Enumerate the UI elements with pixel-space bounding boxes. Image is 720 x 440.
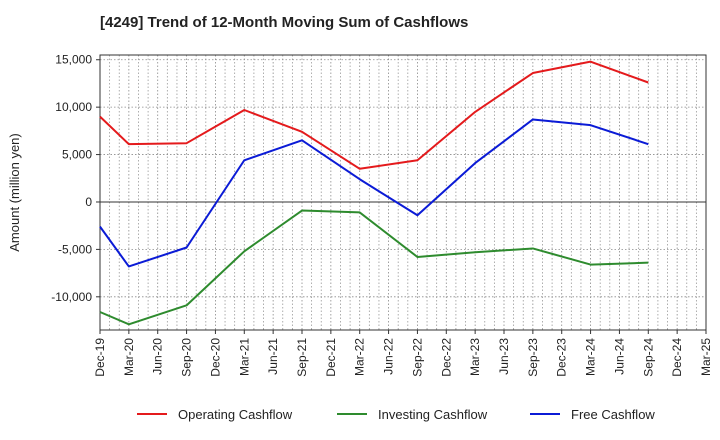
x-tick-label: Jun-23 xyxy=(497,338,511,375)
x-tick-label: Jun-22 xyxy=(382,338,396,375)
x-tick-label: Jun-20 xyxy=(151,338,165,375)
x-tick-label: Dec-20 xyxy=(208,338,222,377)
grid xyxy=(99,55,707,330)
chart-title: [4249] Trend of 12-Month Moving Sum of C… xyxy=(100,14,469,31)
x-tick-label: Sep-23 xyxy=(526,338,540,377)
x-tick-label: Mar-24 xyxy=(584,338,598,376)
investing-cashflow-line xyxy=(99,209,649,326)
y-axis-label: Amount (million yen) xyxy=(7,133,22,252)
x-tick-label: Sep-21 xyxy=(295,338,309,377)
x-tick-label: Dec-23 xyxy=(555,338,569,377)
x-tick-label: Mar-22 xyxy=(353,338,367,376)
x-tick-label: Sep-24 xyxy=(641,338,655,377)
y-tick-label: 10,000 xyxy=(55,100,92,114)
y-tick-label: 0 xyxy=(85,195,92,209)
x-tick-label: Jun-21 xyxy=(266,338,280,375)
legend-label-free-cashflow: Free Cashflow xyxy=(571,407,655,422)
axes: 15,000 10,000 5,000 0 -5,000 -10,000 Dec-19 Mar… xyxy=(7,53,713,377)
legend: Operating Cashflow Investing Cashflow Free… xyxy=(137,407,655,422)
y-tick-label: 5,000 xyxy=(62,148,92,162)
x-tick-label: Mar-25 xyxy=(699,338,713,376)
legend-label-investing-cashflow: Investing Cashflow xyxy=(378,407,488,422)
plot-frame xyxy=(99,54,707,331)
x-tick-label: Dec-19 xyxy=(93,338,107,377)
x-tick-label: Mar-23 xyxy=(468,338,482,376)
series-lines xyxy=(99,60,649,326)
operating-cashflow-line xyxy=(99,60,649,170)
x-tick-label: Sep-20 xyxy=(180,338,194,377)
y-tick-label: -10,000 xyxy=(51,290,92,304)
x-tick-label: Dec-21 xyxy=(324,338,338,377)
x-tick-label: Dec-24 xyxy=(670,338,684,377)
x-tick-label: Dec-22 xyxy=(439,338,453,377)
x-tick-label: Mar-20 xyxy=(122,338,136,376)
x-tick-label: Jun-24 xyxy=(612,338,626,375)
x-tick-label: Mar-21 xyxy=(237,338,251,376)
y-tick-label: -5,000 xyxy=(58,242,92,256)
free-cashflow-line xyxy=(99,118,649,268)
legend-label-operating-cashflow: Operating Cashflow xyxy=(178,407,293,422)
y-tick-label: 15,000 xyxy=(55,53,92,67)
x-tick-label: Sep-22 xyxy=(410,338,424,377)
